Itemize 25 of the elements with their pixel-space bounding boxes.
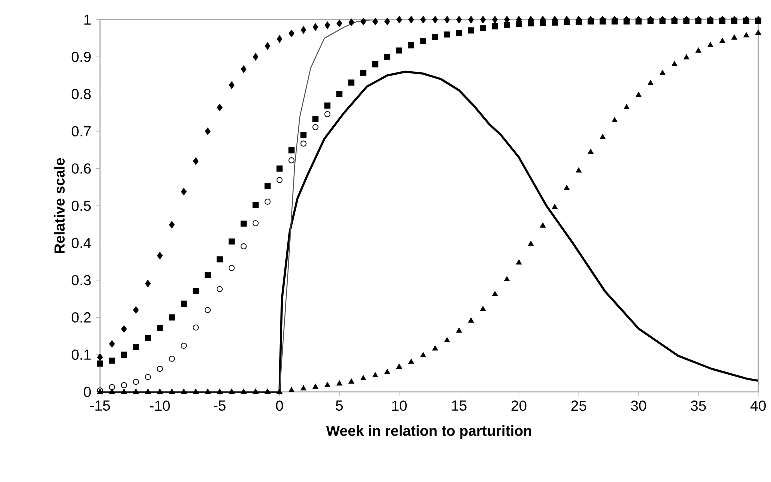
x-tick-label: -15 bbox=[90, 401, 110, 412]
x-tick-label: 0 bbox=[276, 401, 284, 412]
y-tick-label: 0.2 bbox=[72, 312, 91, 324]
y-tick-label: 0 bbox=[84, 387, 92, 398]
y-tick-label: 1 bbox=[84, 15, 91, 26]
x-axis-title: Week in relation to parturition bbox=[326, 426, 532, 440]
y-tick-label: 0.3 bbox=[72, 276, 91, 286]
y-tick-label: 0.7 bbox=[72, 126, 91, 137]
x-tick-label: 35 bbox=[691, 401, 706, 412]
x-tick-label: 25 bbox=[572, 401, 586, 412]
x-tick-label: 40 bbox=[750, 401, 766, 412]
x-tick-label: 5 bbox=[336, 401, 344, 412]
y-axis-title: Relative scale bbox=[54, 158, 65, 254]
y-tick-label: 0.5 bbox=[72, 201, 92, 212]
x-tick-label: -5 bbox=[214, 401, 226, 412]
y-tick-label: 0.4 bbox=[72, 238, 92, 249]
y-tick-label: 0.8 bbox=[72, 89, 91, 100]
x-tick-label: 10 bbox=[392, 401, 407, 412]
y-tick-label: 0.1 bbox=[72, 350, 91, 360]
y-tick-label: 0.6 bbox=[72, 164, 91, 174]
y-tick-label: 0.9 bbox=[72, 52, 91, 62]
x-tick-label: 20 bbox=[512, 401, 527, 412]
x-tick-label: -10 bbox=[150, 401, 170, 412]
x-tick-label: 15 bbox=[452, 401, 467, 412]
x-tick-label: 30 bbox=[631, 401, 646, 412]
